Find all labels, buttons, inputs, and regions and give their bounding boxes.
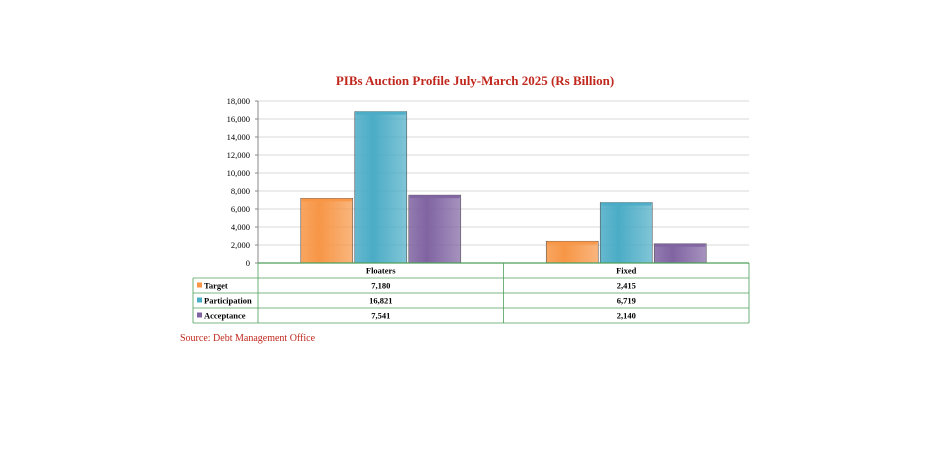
bar-top-participation-floaters [355,111,406,115]
data-label: 6,719 [617,296,636,306]
y-tick-label: 2,000 [231,240,250,250]
data-label: 16,821 [369,296,392,306]
y-tick-label: 8,000 [231,186,250,196]
bar-top-target-floaters [301,198,352,202]
y-tick-label: 10,000 [227,168,250,178]
y-tick-label: 16,000 [227,114,250,124]
bar-top-participation-fixed [601,202,652,206]
y-tick-label: 12,000 [227,150,250,160]
bar-target-fixed [545,240,599,264]
bar-participation-floaters [354,111,408,264]
category-label: Fixed [616,266,637,276]
bar-acceptance-floaters [408,194,462,264]
legend-swatch-participation [197,297,202,303]
legend-swatch-target [197,282,202,288]
legend-label-acceptance: Acceptance [204,311,246,321]
bar-top-target-fixed [547,241,598,245]
bar-top-acceptance-floaters [409,195,460,199]
y-tick-label: 0 [246,258,250,268]
chart-title: PIBs Auction Profile July-March 2025 (Rs… [335,73,615,88]
y-tick-label: 4,000 [231,222,250,232]
legend-label-target: Target [204,281,228,291]
bar-top-acceptance-fixed [655,243,706,247]
y-tick-label: 18,000 [227,96,250,106]
y-tick-label: 14,000 [227,132,250,142]
bar-target-floaters [300,198,354,264]
data-label: 7,541 [371,311,390,321]
legend-label-participation: Participation [204,296,252,306]
y-tick-label: 6,000 [231,204,250,214]
source-note: Source: Debt Management Office [180,333,316,344]
legend-swatch-acceptance [197,312,202,318]
bar-participation-fixed [599,202,653,264]
category-label: Floaters [366,266,396,276]
data-label: 2,140 [617,311,636,321]
data-label: 2,415 [617,281,636,291]
data-label: 7,180 [371,281,390,291]
